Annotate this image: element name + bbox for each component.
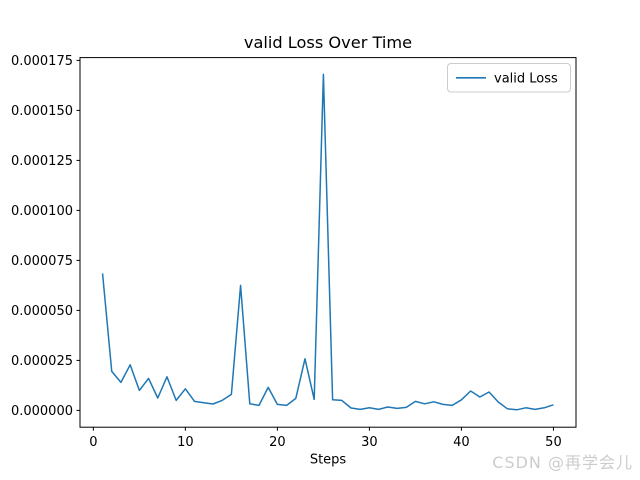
y-tick-label: 0.000050 [11,304,73,319]
y-tick-label: 0.000100 [11,204,73,219]
y-tick-label: 0.000025 [11,354,73,369]
x-tick-label: 20 [269,435,286,450]
chart-title: valid Loss Over Time [244,33,412,52]
watermark-text: CSDN @再学会儿 [492,453,633,472]
y-tick-label: 0.000075 [11,254,73,269]
valid-loss-line [101,73,554,411]
x-tick-label: 10 [177,435,194,450]
x-tick-label: 40 [453,435,470,450]
axes-frame [79,57,577,428]
x-tick-label: 30 [361,435,378,450]
legend-label: valid Loss [494,71,558,86]
y-tick-label: 0.000150 [11,104,73,119]
x-tick-label: 0 [89,435,97,450]
y-tick-label: 0.000125 [11,154,73,169]
y-tick-label: 0.000175 [11,54,73,69]
y-tick-label: 0.000000 [11,404,73,419]
x-axis-label: Steps [310,453,347,468]
x-tick-label: 50 [545,435,562,450]
legend-box [447,63,571,93]
